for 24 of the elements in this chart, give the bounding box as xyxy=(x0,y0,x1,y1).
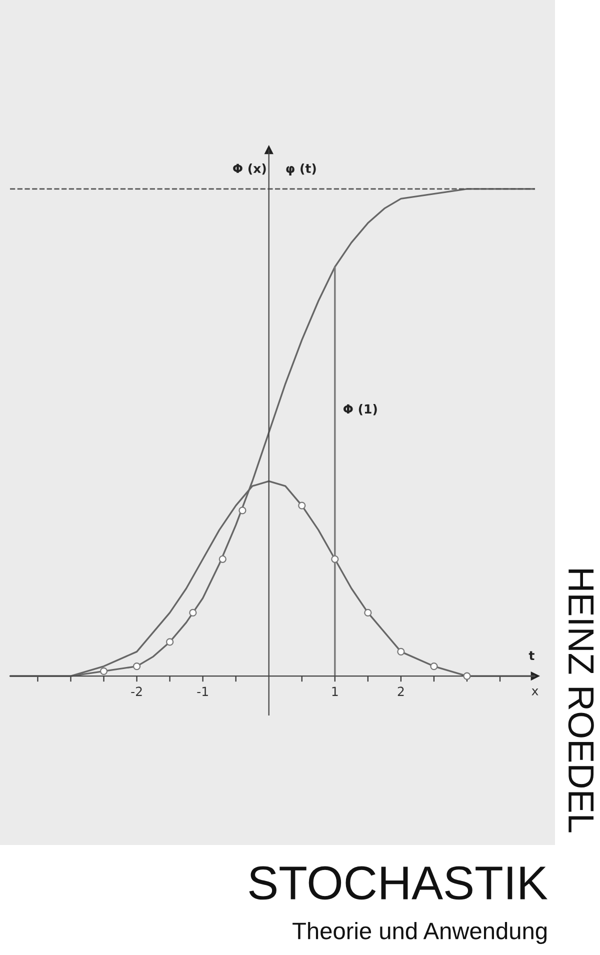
point xyxy=(397,648,405,656)
ref-line-label: Φ (1) xyxy=(343,404,377,416)
x-tick-label: 2 xyxy=(398,686,404,696)
point xyxy=(132,662,141,670)
point xyxy=(298,502,306,510)
x-axis-title: x xyxy=(532,688,538,696)
text: Φ (x) xyxy=(233,163,266,175)
annotation: t xyxy=(528,651,534,660)
text: Theorie und Anwendung xyxy=(292,922,546,944)
point xyxy=(218,555,226,563)
point xyxy=(100,667,108,675)
point xyxy=(238,506,246,514)
x-tick-label: 1 xyxy=(332,686,338,696)
text: HEINZ ROEDEL xyxy=(568,570,594,832)
point xyxy=(364,608,372,617)
x-tick-label: -2 xyxy=(131,686,142,696)
point xyxy=(166,638,174,646)
point xyxy=(189,608,197,617)
point xyxy=(430,662,438,670)
text: STOCHASTIK xyxy=(249,866,548,900)
point xyxy=(331,555,339,563)
text: φ (t) xyxy=(286,163,316,176)
x-tick-label: -1 xyxy=(197,686,208,696)
point xyxy=(463,672,471,680)
